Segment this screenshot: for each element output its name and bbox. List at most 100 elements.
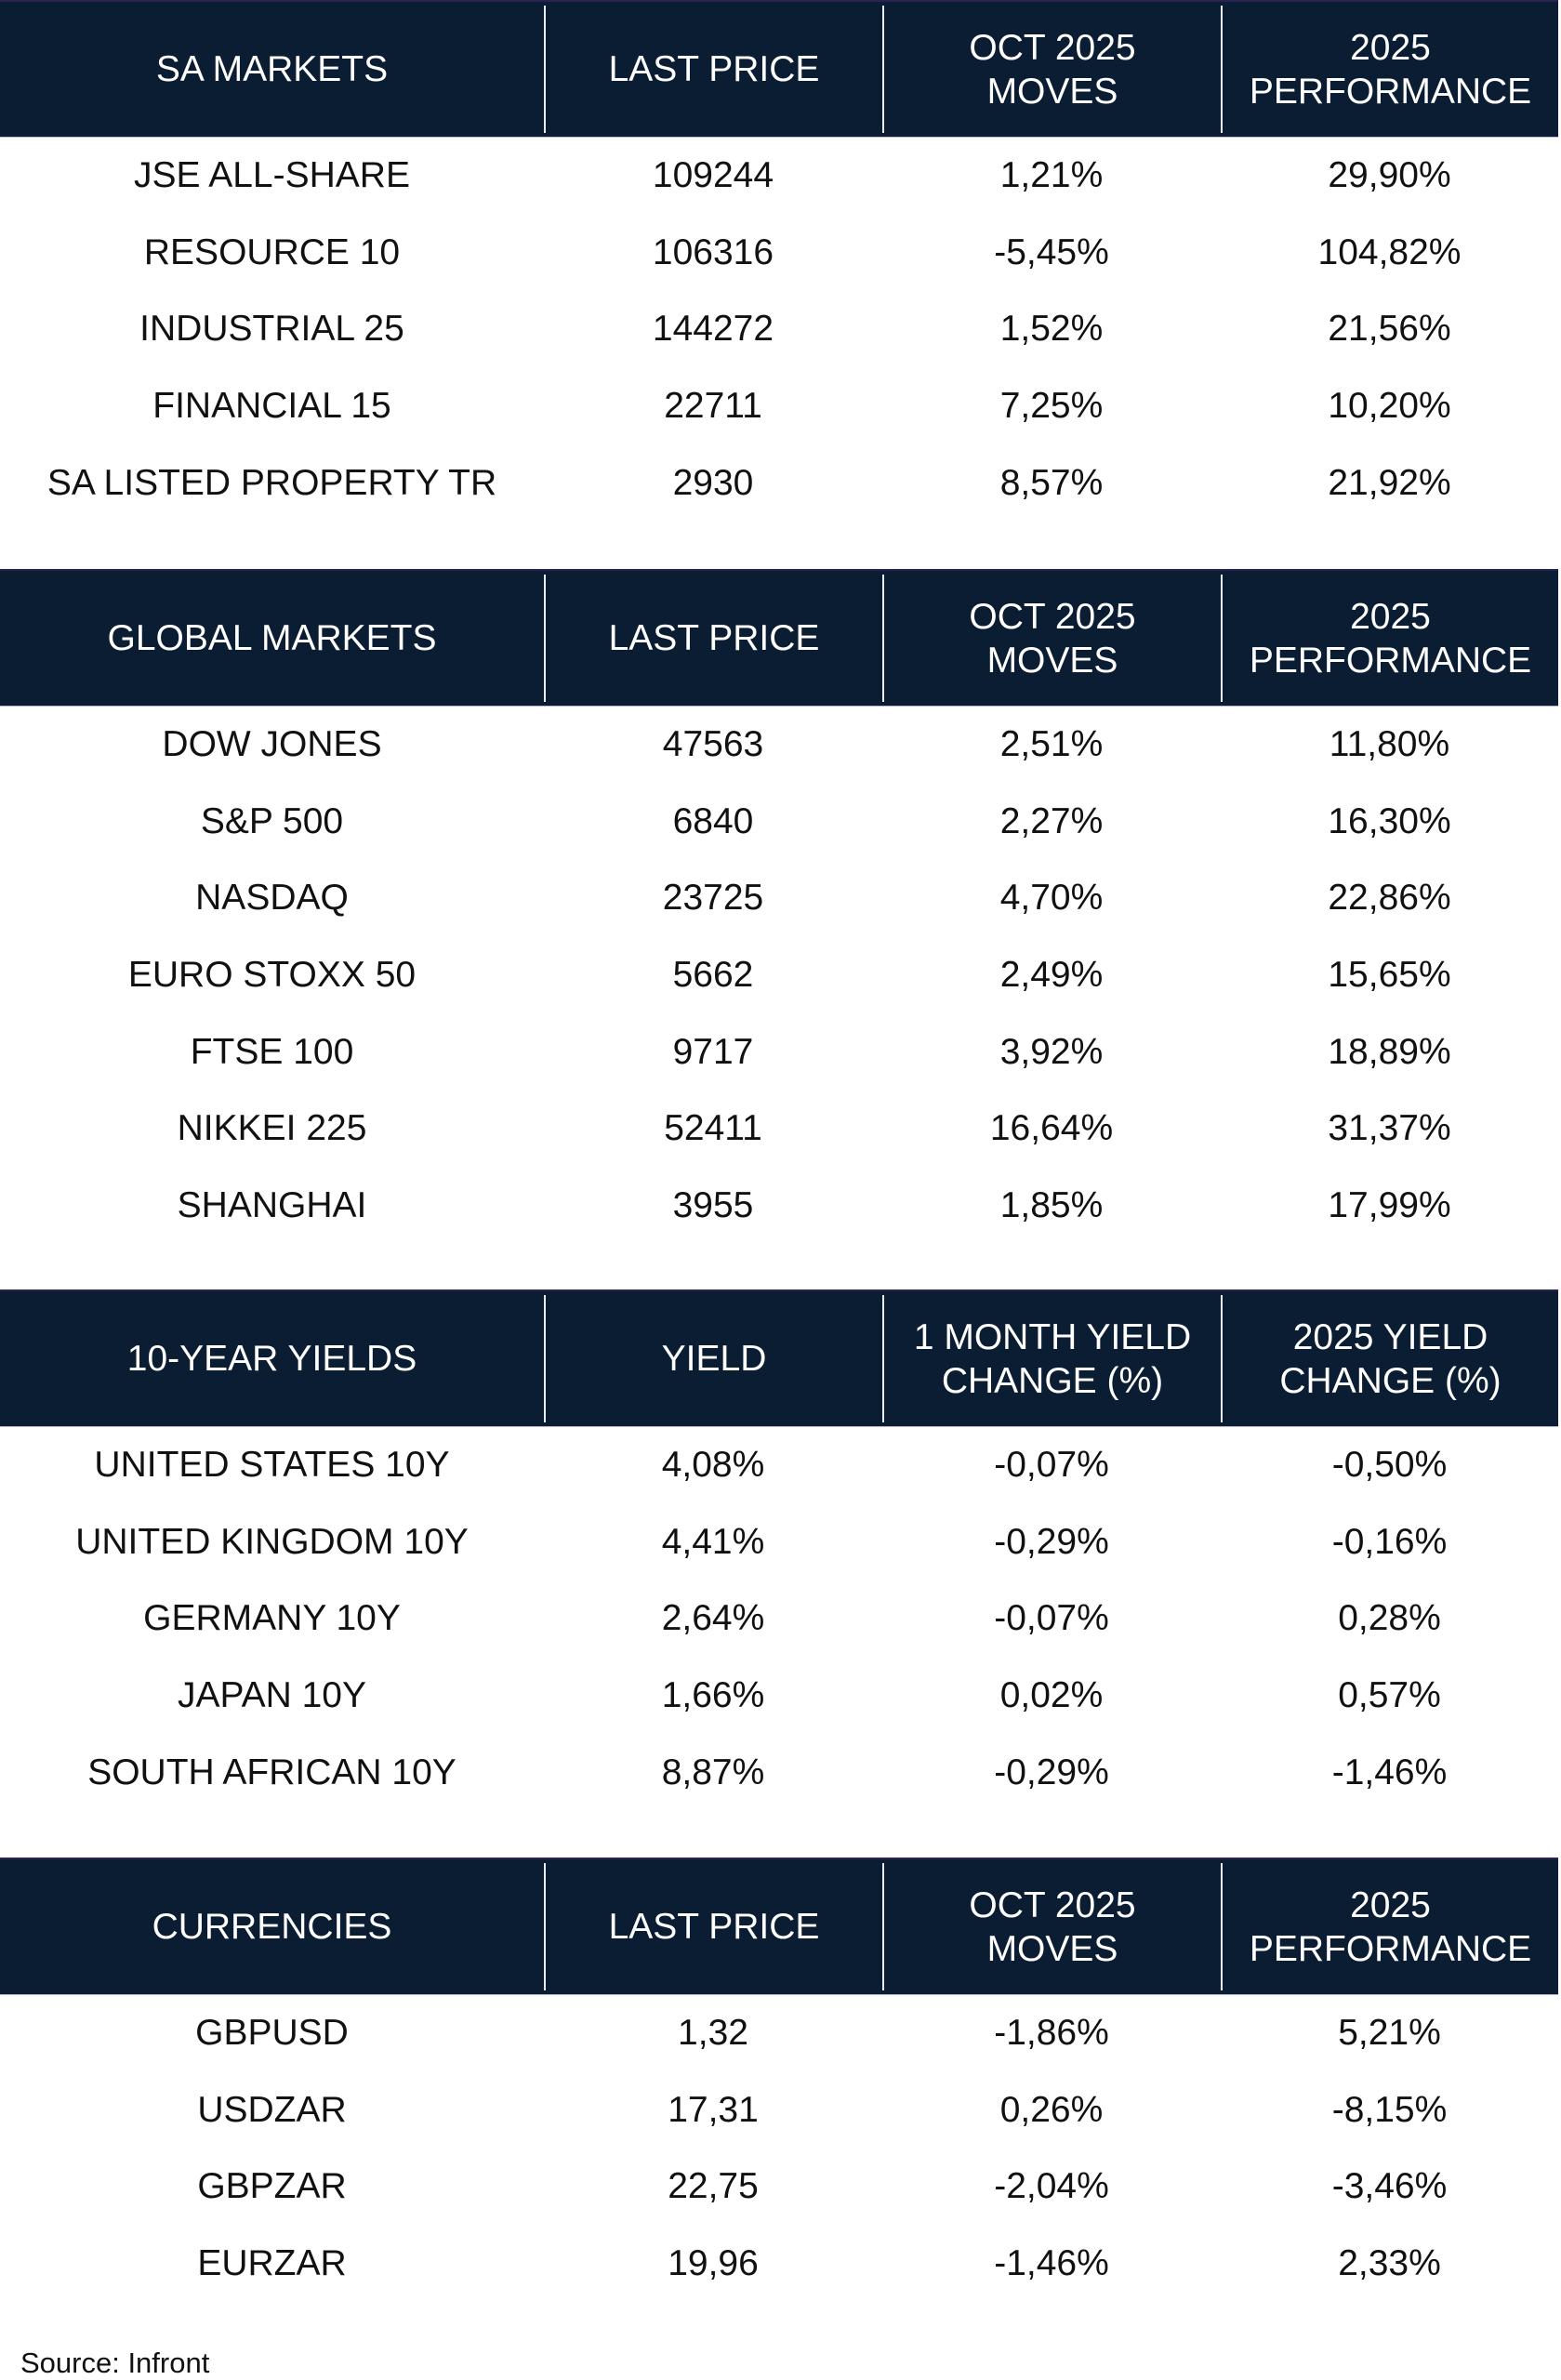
- row-value: 8,87%: [661, 1752, 765, 1792]
- table-header: GLOBAL MARKETS LAST PRICE OCT 2025 MOVES 20…: [0, 569, 1558, 707]
- row-value: 22711: [664, 386, 762, 427]
- table-row: GBPUSD 1,32 -1,86% 5,21%: [0, 1995, 1558, 2072]
- row-value: 21,56%: [1328, 309, 1451, 350]
- row-label: EURO STOXX 50: [127, 955, 417, 996]
- row-value: 23725: [662, 878, 764, 919]
- row-value: 52411: [664, 1108, 762, 1149]
- row-value: 5,21%: [1338, 2013, 1441, 2054]
- row-value: -0,29%: [994, 1521, 1109, 1562]
- column-header: LAST PRICE: [544, 1863, 882, 1990]
- row-value: -0,29%: [994, 1752, 1109, 1792]
- row-value: -3,46%: [1331, 2166, 1448, 2207]
- table-row: EURO STOXX 50 5662 2,49% 15,65%: [0, 937, 1558, 1014]
- row-value: 16,30%: [1328, 800, 1451, 841]
- column-header: 10-YEAR YIELDS: [126, 1339, 417, 1379]
- row-value: 1,66%: [661, 1675, 765, 1716]
- table-row: EURZAR 19,96 -1,46% 2,33%: [0, 2226, 1558, 2303]
- row-value: 0,02%: [999, 1675, 1104, 1716]
- row-value: 104,82%: [1317, 231, 1462, 272]
- row-value: 2,49%: [999, 955, 1104, 996]
- column-header: 2025 YIELD CHANGE (%): [1221, 1295, 1558, 1422]
- table-header: 10-YEAR YIELDS YIELD 1 MONTH YIELD CHANGE …: [0, 1289, 1558, 1427]
- row-value: 109244: [652, 155, 774, 196]
- table-header: CURRENCIES LAST PRICE OCT 2025 MOVES 2025 P…: [0, 1858, 1558, 1995]
- row-value: 17,31: [668, 2089, 759, 2130]
- row-value: 3955: [672, 1184, 754, 1225]
- global-markets-table: GLOBAL MARKETS LAST PRICE OCT 2025 MOVES 20…: [0, 569, 1558, 1244]
- row-value: 10,20%: [1328, 386, 1451, 427]
- row-value: 22,86%: [1328, 878, 1451, 919]
- table-header: SA MARKETS LAST PRICE OCT 2025 MOVES 2025 P…: [0, 0, 1558, 138]
- column-header: CURRENCIES: [152, 1907, 392, 1947]
- row-label: DOW JONES: [162, 724, 382, 765]
- row-label: GBPUSD: [195, 2013, 349, 2054]
- column-header: 1 MONTH YIELD CHANGE (%): [882, 1295, 1221, 1422]
- table-row: SOUTH AFRICAN 10Y 8,87% -0,29% -1,46%: [0, 1734, 1558, 1811]
- row-value: -5,45%: [994, 231, 1109, 272]
- row-value: 1,32: [678, 2013, 748, 2054]
- row-value: 2,33%: [1338, 2243, 1441, 2284]
- column-header: OCT 2025 MOVES: [882, 575, 1221, 702]
- row-label: UNITED STATES 10Y: [94, 1445, 450, 1486]
- row-value: -0,07%: [994, 1445, 1109, 1486]
- table-row: NIKKEI 225 52411 16,64% 31,37%: [0, 1091, 1558, 1168]
- row-value: 16,64%: [989, 1108, 1114, 1149]
- table-row: RESOURCE 10 106316 -5,45% 104,82%: [0, 215, 1558, 292]
- row-value: 4,08%: [661, 1445, 765, 1486]
- column-header: 2025 PERFORMANCE: [1221, 6, 1558, 133]
- row-value: -1,46%: [994, 2243, 1109, 2284]
- column-header: GLOBAL MARKETS: [107, 618, 437, 658]
- row-label: JAPAN 10Y: [177, 1675, 367, 1716]
- table-row: USDZAR 17,31 0,26% -8,15%: [0, 2072, 1558, 2149]
- row-label: SA LISTED PROPERTY TR: [46, 462, 497, 503]
- column-header: LAST PRICE: [544, 575, 882, 702]
- row-value: 29,90%: [1328, 155, 1451, 196]
- row-value: 144272: [652, 309, 774, 350]
- row-value: 2,51%: [999, 724, 1104, 765]
- column-header: 2025 PERFORMANCE: [1221, 575, 1558, 702]
- currencies-table: CURRENCIES LAST PRICE OCT 2025 MOVES 2025 P…: [0, 1858, 1558, 2302]
- row-label: GBPZAR: [197, 2166, 347, 2207]
- row-value: 2930: [672, 462, 754, 503]
- row-value: -2,04%: [994, 2166, 1109, 2207]
- table-row: GERMANY 10Y 2,64% -0,07% 0,28%: [0, 1580, 1558, 1658]
- table-row: FINANCIAL 15 22711 7,25% 10,20%: [0, 368, 1558, 445]
- table-row: JSE ALL-SHARE 109244 1,21% 29,90%: [0, 138, 1558, 215]
- row-label: FTSE 100: [190, 1031, 354, 1072]
- row-value: 1,52%: [999, 309, 1104, 350]
- row-label: INDUSTRIAL 25: [139, 309, 404, 350]
- source-note: Source: Infront: [20, 2347, 210, 2379]
- row-value: 5662: [672, 955, 754, 996]
- row-label: EURZAR: [197, 2243, 347, 2284]
- row-label: SHANGHAI: [177, 1184, 367, 1225]
- row-value: -0,50%: [1331, 1445, 1448, 1486]
- table-row: NASDAQ 23725 4,70% 22,86%: [0, 860, 1558, 937]
- row-value: 106316: [652, 231, 774, 272]
- row-label: S&P 500: [200, 800, 344, 841]
- row-value: 0,26%: [999, 2089, 1104, 2130]
- row-value: 15,65%: [1328, 955, 1451, 996]
- ten-year-yields-table: 10-YEAR YIELDS YIELD 1 MONTH YIELD CHANGE …: [0, 1289, 1558, 1811]
- table-row: DOW JONES 47563 2,51% 11,80%: [0, 707, 1558, 784]
- row-value: 6840: [672, 800, 754, 841]
- row-value: 11,80%: [1329, 724, 1450, 765]
- table-row: FTSE 100 9717 3,92% 18,89%: [0, 1013, 1558, 1091]
- row-value: 8,57%: [999, 462, 1104, 503]
- row-value: -0,07%: [994, 1598, 1109, 1639]
- sa-markets-table: SA MARKETS LAST PRICE OCT 2025 MOVES 2025 P…: [0, 0, 1558, 522]
- row-value: 1,85%: [999, 1184, 1104, 1225]
- table-row: JAPAN 10Y 1,66% 0,02% 0,57%: [0, 1658, 1558, 1735]
- row-value: 4,70%: [999, 878, 1104, 919]
- row-value: -0,16%: [1331, 1521, 1448, 1562]
- table-row: SA LISTED PROPERTY TR 2930 8,57% 21,92%: [0, 444, 1558, 522]
- table-row: INDUSTRIAL 25 144272 1,52% 21,56%: [0, 291, 1558, 368]
- row-label: JSE ALL-SHARE: [134, 155, 410, 196]
- table-row: UNITED KINGDOM 10Y 4,41% -0,29% -0,16%: [0, 1504, 1558, 1581]
- row-value: -1,86%: [994, 2013, 1109, 2054]
- row-value: -8,15%: [1331, 2089, 1448, 2130]
- row-value: 22,75: [668, 2166, 759, 2207]
- row-label: NIKKEI 225: [177, 1108, 367, 1149]
- row-value: 21,92%: [1328, 462, 1451, 503]
- row-value: 47563: [662, 724, 764, 765]
- column-header: OCT 2025 MOVES: [882, 1863, 1221, 1990]
